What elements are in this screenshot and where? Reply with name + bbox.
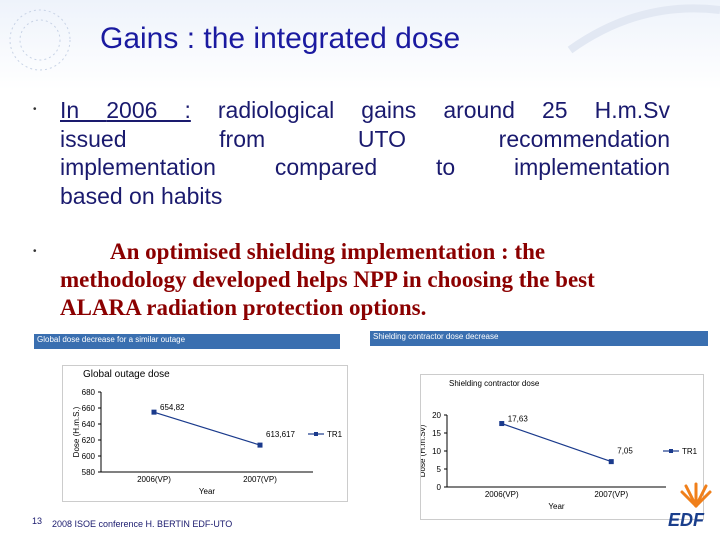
chart-title: Global outage dose bbox=[83, 369, 170, 380]
bullet1-line3: implementation compared to implementatio… bbox=[60, 154, 670, 180]
y-tick-label: 5 bbox=[437, 465, 442, 474]
panel-label-shielding: Shielding contractor dose decrease bbox=[370, 331, 708, 346]
data-point bbox=[257, 442, 263, 448]
decorative-dots bbox=[9, 9, 71, 71]
y-tick-label: 600 bbox=[82, 452, 96, 461]
bullet1-line4: based on habits bbox=[60, 182, 223, 209]
y-tick-label: 680 bbox=[82, 388, 96, 397]
y-tick-label: 0 bbox=[437, 483, 442, 492]
data-point bbox=[608, 459, 614, 465]
x-axis-label: Year bbox=[548, 502, 565, 511]
bullet2-line3: ALARA radiation protection options. bbox=[60, 295, 427, 320]
bullet1-in: In bbox=[60, 97, 107, 123]
legend-label: TR1 bbox=[327, 430, 343, 439]
decorative-swirl bbox=[567, 4, 720, 54]
data-label: 7,05 bbox=[617, 447, 633, 456]
x-tick-label: 2006(VP) bbox=[137, 475, 171, 484]
x-axis-label: Year bbox=[199, 487, 216, 496]
bullet1-line2: issued from UTO recommendation bbox=[60, 125, 670, 152]
y-tick-label: 15 bbox=[432, 429, 441, 438]
bullet-marker: • bbox=[33, 246, 37, 257]
data-label: 17,63 bbox=[508, 415, 529, 424]
bullet2-line2: methodology developed helps NPP in choos… bbox=[60, 267, 595, 292]
data-label: 613,617 bbox=[266, 430, 295, 439]
bullet1-rest: radiological gains around 25 H.m.Sv bbox=[190, 97, 670, 123]
y-tick-label: 20 bbox=[432, 411, 441, 420]
y-axis-label: Dose (H.m.S.) bbox=[72, 406, 81, 457]
x-tick-label: 2007(VP) bbox=[243, 475, 277, 484]
slide-title: Gains : the integrated dose bbox=[100, 22, 461, 55]
y-tick-label: 10 bbox=[432, 447, 441, 456]
data-label: 654,82 bbox=[160, 403, 185, 412]
bullet-marker: • bbox=[33, 104, 37, 115]
x-tick-label: 2007(VP) bbox=[594, 490, 628, 499]
edf-logo-text: EDF bbox=[668, 510, 704, 530]
y-axis-label: Dose (H.m.Sv) bbox=[420, 424, 427, 477]
data-point bbox=[151, 409, 157, 415]
data-point bbox=[499, 421, 505, 427]
panel-label-global: Global dose decrease for a similar outag… bbox=[34, 334, 340, 349]
legend-label: TR1 bbox=[682, 447, 698, 456]
series-line-tr1 bbox=[153, 411, 261, 446]
series-line-tr1 bbox=[501, 422, 612, 463]
y-tick-label: 580 bbox=[82, 468, 96, 477]
legend-marker bbox=[669, 449, 673, 453]
header-background bbox=[0, 0, 720, 90]
y-tick-label: 620 bbox=[82, 436, 96, 445]
bullet1-year: 2006 : bbox=[106, 97, 191, 123]
bullet2-line1: An optimised shielding implementation : … bbox=[110, 239, 546, 264]
edf-logo-icon bbox=[680, 482, 712, 508]
slide-number: 13 bbox=[32, 516, 43, 526]
footer-text: 2008 ISOE conference H. BERTIN EDF-UTO bbox=[52, 519, 233, 529]
x-tick-label: 2006(VP) bbox=[485, 490, 519, 499]
legend-marker bbox=[314, 432, 318, 436]
bullet-text-2: An optimised shielding implementation : … bbox=[60, 238, 680, 322]
bullet-text-1: In 2006 : radiological gains around 25 H… bbox=[60, 96, 670, 210]
global-outage-chart: Global outage dose 580 600 620 640 660 680 200… bbox=[62, 365, 348, 502]
shielding-contractor-chart: Shielding contractor dose 0 5 10 15 20 2006(V… bbox=[420, 374, 704, 520]
chart-title: Shielding contractor dose bbox=[449, 379, 540, 388]
y-tick-label: 640 bbox=[82, 420, 96, 429]
y-tick-label: 660 bbox=[82, 404, 96, 413]
